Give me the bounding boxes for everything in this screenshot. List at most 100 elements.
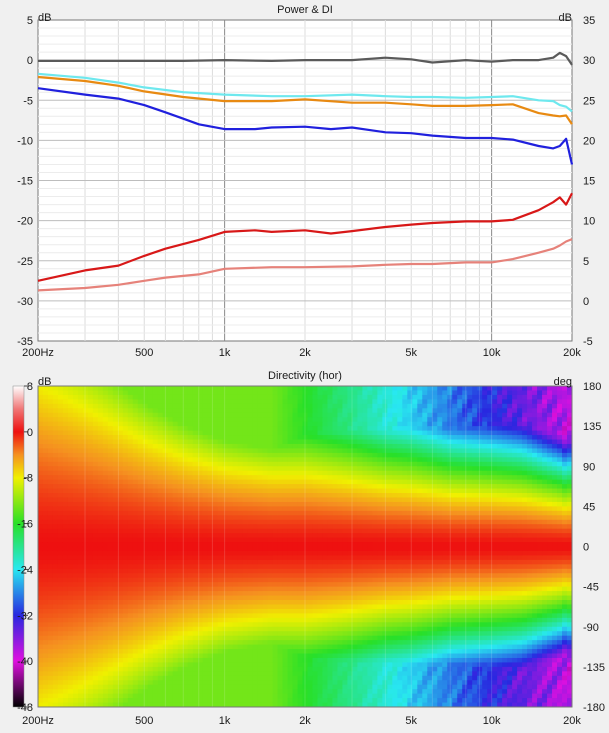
- right-y-tick-label: 5: [583, 256, 589, 268]
- heatmap-column: [537, 386, 543, 707]
- heatmap-column: [367, 386, 373, 707]
- heatmap-column: [322, 386, 329, 707]
- heatmap-column: [342, 386, 349, 707]
- heatmap-column: [542, 386, 548, 707]
- left-y-tick-label: -10: [17, 135, 33, 147]
- series-line-2: [37, 75, 573, 125]
- heatmap-column: [302, 386, 309, 707]
- heatmap-column: [487, 386, 493, 707]
- heatmap-column: [222, 386, 229, 707]
- heatmap-column: [397, 386, 403, 707]
- heatmap-column: [162, 386, 169, 707]
- directivity-chart: 8 0 -8 -16 -24 -32 -40 -48 180 135 90 45 0 -45 -90 -13…: [0, 364, 609, 733]
- heatmap-column: [527, 386, 533, 707]
- series-line-5: [37, 238, 573, 292]
- heatmap-column: [482, 386, 488, 707]
- x-tick-label: 500: [135, 715, 153, 727]
- heatmap-column: [422, 386, 428, 707]
- heatmap-column: [457, 386, 463, 707]
- heatmap-column: [167, 386, 174, 707]
- right-y-tick-label: 20: [583, 135, 595, 147]
- directivity-heatmap: [38, 386, 572, 707]
- left-y-tick-label: -30: [17, 296, 33, 308]
- heatmap-column: [182, 386, 189, 707]
- heatmap-column: [512, 386, 518, 707]
- scale-tick-label: -48: [17, 702, 33, 714]
- series-line-1: [37, 72, 573, 113]
- heatmap-column: [347, 386, 354, 707]
- heatmap-column: [552, 386, 558, 707]
- x-tick-label: 10k: [483, 347, 501, 359]
- x-tick-label: 5k: [405, 347, 417, 359]
- right-y-tick-label: 10: [583, 216, 595, 228]
- heatmap-column: [72, 386, 79, 707]
- heatmap-column: [567, 386, 572, 707]
- heatmap-column: [147, 386, 154, 707]
- heatmap-column: [197, 386, 204, 707]
- heatmap-column: [332, 386, 339, 707]
- power-di-chart: 5 0 -5 -10 -15 -20 -25 -30 -35 35 30 25 20 15 10 5 0 -5 20…: [0, 0, 609, 362]
- heatmap-column: [62, 386, 69, 707]
- left-y-tick-label: -35: [17, 336, 33, 348]
- right-y-unit: dB: [559, 12, 572, 24]
- heatmap-column: [177, 386, 184, 707]
- heatmap-column: [392, 386, 398, 707]
- left-y-tick-label: -15: [17, 176, 33, 188]
- directivity-title: Directivity (hor): [268, 370, 342, 382]
- scale-tick-label: 0: [27, 427, 33, 439]
- scale-tick-label: -16: [17, 519, 33, 531]
- left-y-tick-label: -25: [17, 256, 33, 268]
- heatmap-column: [307, 386, 314, 707]
- heatmap-column: [117, 386, 124, 707]
- heatmap-column: [42, 386, 49, 707]
- heatmap-column: [137, 386, 144, 707]
- heatmap-column: [47, 386, 54, 707]
- right-y-tick-label: 25: [583, 95, 595, 107]
- heatmap-column: [107, 386, 114, 707]
- heatmap-column: [192, 386, 199, 707]
- heatmap-column: [172, 386, 179, 707]
- heatmap-column: [437, 386, 443, 707]
- heatmap-column: [462, 386, 468, 707]
- heatmap-column: [132, 386, 139, 707]
- heatmap-column: [547, 386, 553, 707]
- directivity-plot: 8 0 -8 -16 -24 -32 -40 -48 180 135 90 45 0 -45 -90 -13…: [0, 364, 609, 733]
- heatmap-column: [557, 386, 563, 707]
- angle-tick-label: -45: [583, 582, 599, 594]
- left-y-tick-label: -5: [23, 95, 33, 107]
- heatmap-column: [282, 386, 289, 707]
- angle-tick-label: 180: [583, 381, 601, 393]
- heatmap-column: [242, 386, 249, 707]
- x-tick-label: 2k: [299, 715, 311, 727]
- heatmap-column: [257, 386, 264, 707]
- heatmap-column: [252, 386, 259, 707]
- heatmap-column: [432, 386, 438, 707]
- heatmap-column: [382, 386, 388, 707]
- heatmap-column: [277, 386, 284, 707]
- heatmap-column: [267, 386, 274, 707]
- heatmap-column: [87, 386, 94, 707]
- series-line-3: [37, 87, 574, 165]
- scale-tick-label: -8: [23, 473, 33, 485]
- heatmap-column: [262, 386, 269, 707]
- heatmap-column: [372, 386, 378, 707]
- heatmap-column: [427, 386, 433, 707]
- scale-tick-label: 8: [27, 381, 33, 393]
- heatmap-column: [127, 386, 134, 707]
- heatmap-column: [517, 386, 523, 707]
- angle-unit: deg: [554, 376, 572, 388]
- power-di-plot: 50-5-10-15-20-25-30-3535302520151050-520…: [0, 0, 609, 362]
- color-scale-bar: [12, 385, 25, 708]
- angle-tick-label: 90: [583, 461, 595, 473]
- x-tick-label: 10k: [483, 715, 501, 727]
- x-tick-label: 20k: [563, 715, 581, 727]
- heatmap-column: [77, 386, 84, 707]
- heatmap-column: [442, 386, 448, 707]
- heatmap-column: [402, 386, 408, 707]
- angle-tick-label: 135: [583, 421, 601, 433]
- scale-tick-label: -32: [17, 610, 33, 622]
- x-tick-label: 5k: [405, 715, 417, 727]
- heatmap-column: [122, 386, 129, 707]
- heatmap-column: [152, 386, 159, 707]
- heatmap-column: [237, 386, 244, 707]
